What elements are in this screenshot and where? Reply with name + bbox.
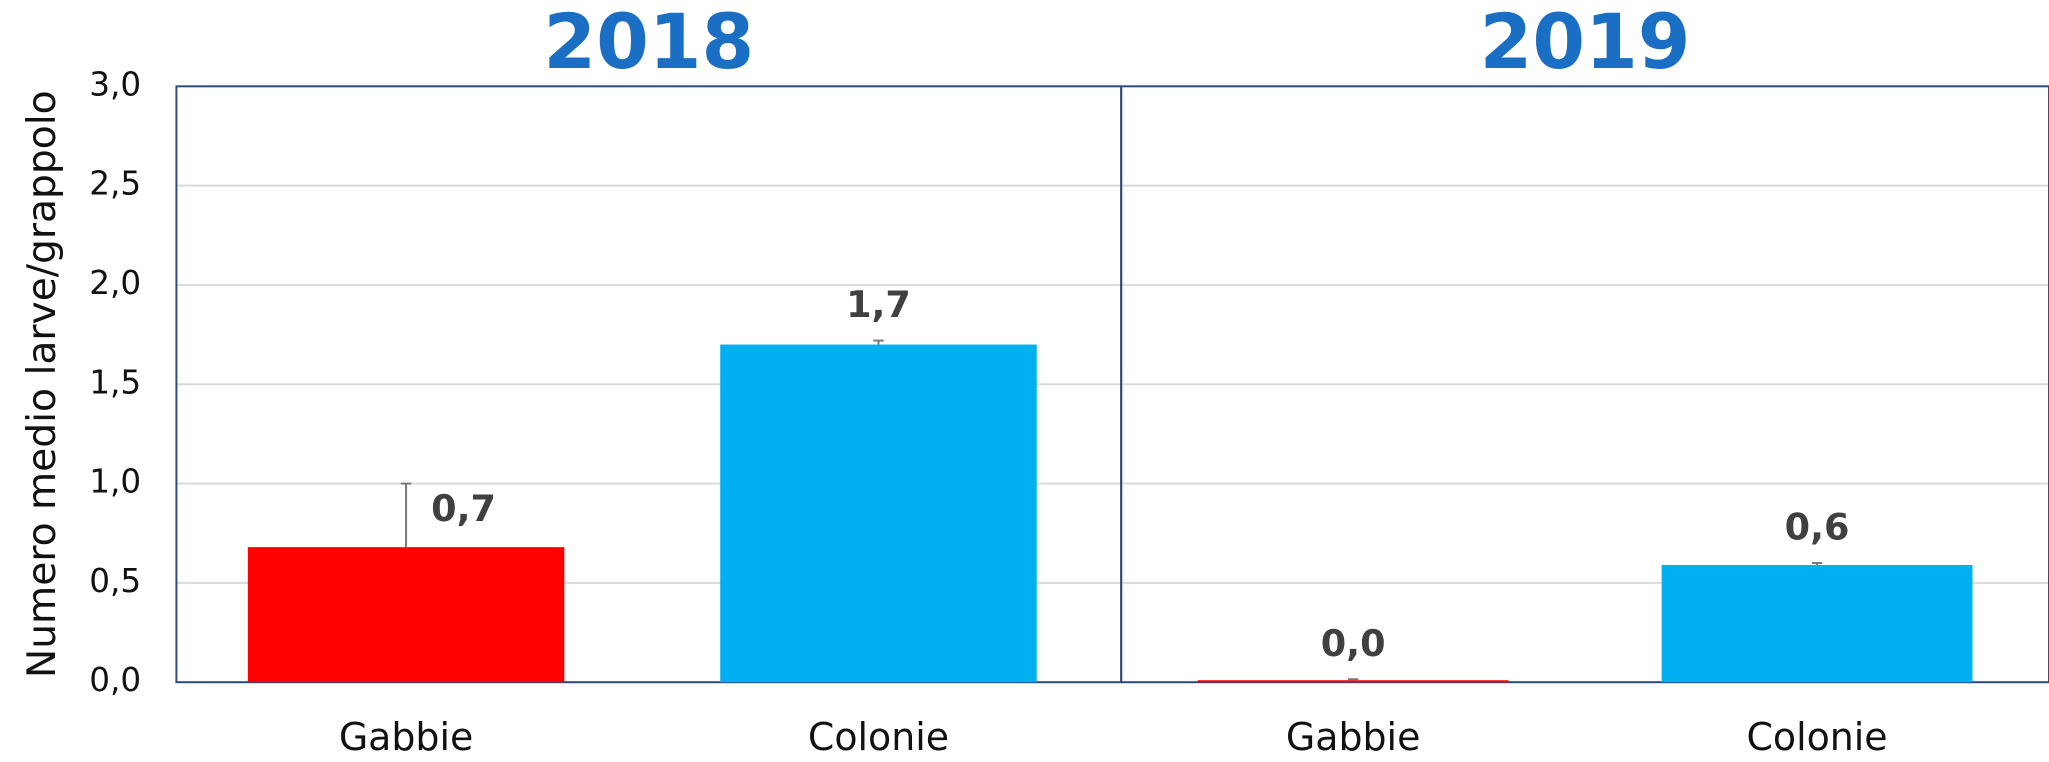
value-label: 0,0 (1321, 622, 1386, 665)
bar (1197, 680, 1509, 683)
value-label: 0,7 (431, 487, 496, 530)
y-tick-label: 1,5 (89, 363, 141, 401)
value-label: 0,6 (1785, 506, 1850, 549)
bar (720, 344, 1037, 683)
panel-title: 2018 (543, 0, 754, 86)
y-tick-label: 0,5 (89, 562, 141, 600)
y-axis-label: Numero medio larve/grappolo (20, 90, 65, 678)
x-tick-label: Colonie (1746, 715, 1887, 759)
bar (247, 547, 565, 683)
y-tick-label: 3,0 (89, 65, 141, 103)
bar (1661, 565, 1973, 683)
y-tick-label: 2,0 (89, 264, 141, 302)
plot-frame (1120, 85, 2049, 684)
x-tick-label: Gabbie (339, 715, 473, 759)
y-tick-label: 0,0 (89, 661, 141, 699)
x-tick-label: Colonie (808, 715, 949, 759)
x-tick-label: Gabbie (1286, 715, 1420, 759)
panel-title: 2019 (1480, 0, 1691, 86)
y-tick-label: 2,5 (89, 165, 141, 203)
value-label: 1,7 (846, 283, 911, 326)
y-tick-label: 1,0 (89, 463, 141, 501)
